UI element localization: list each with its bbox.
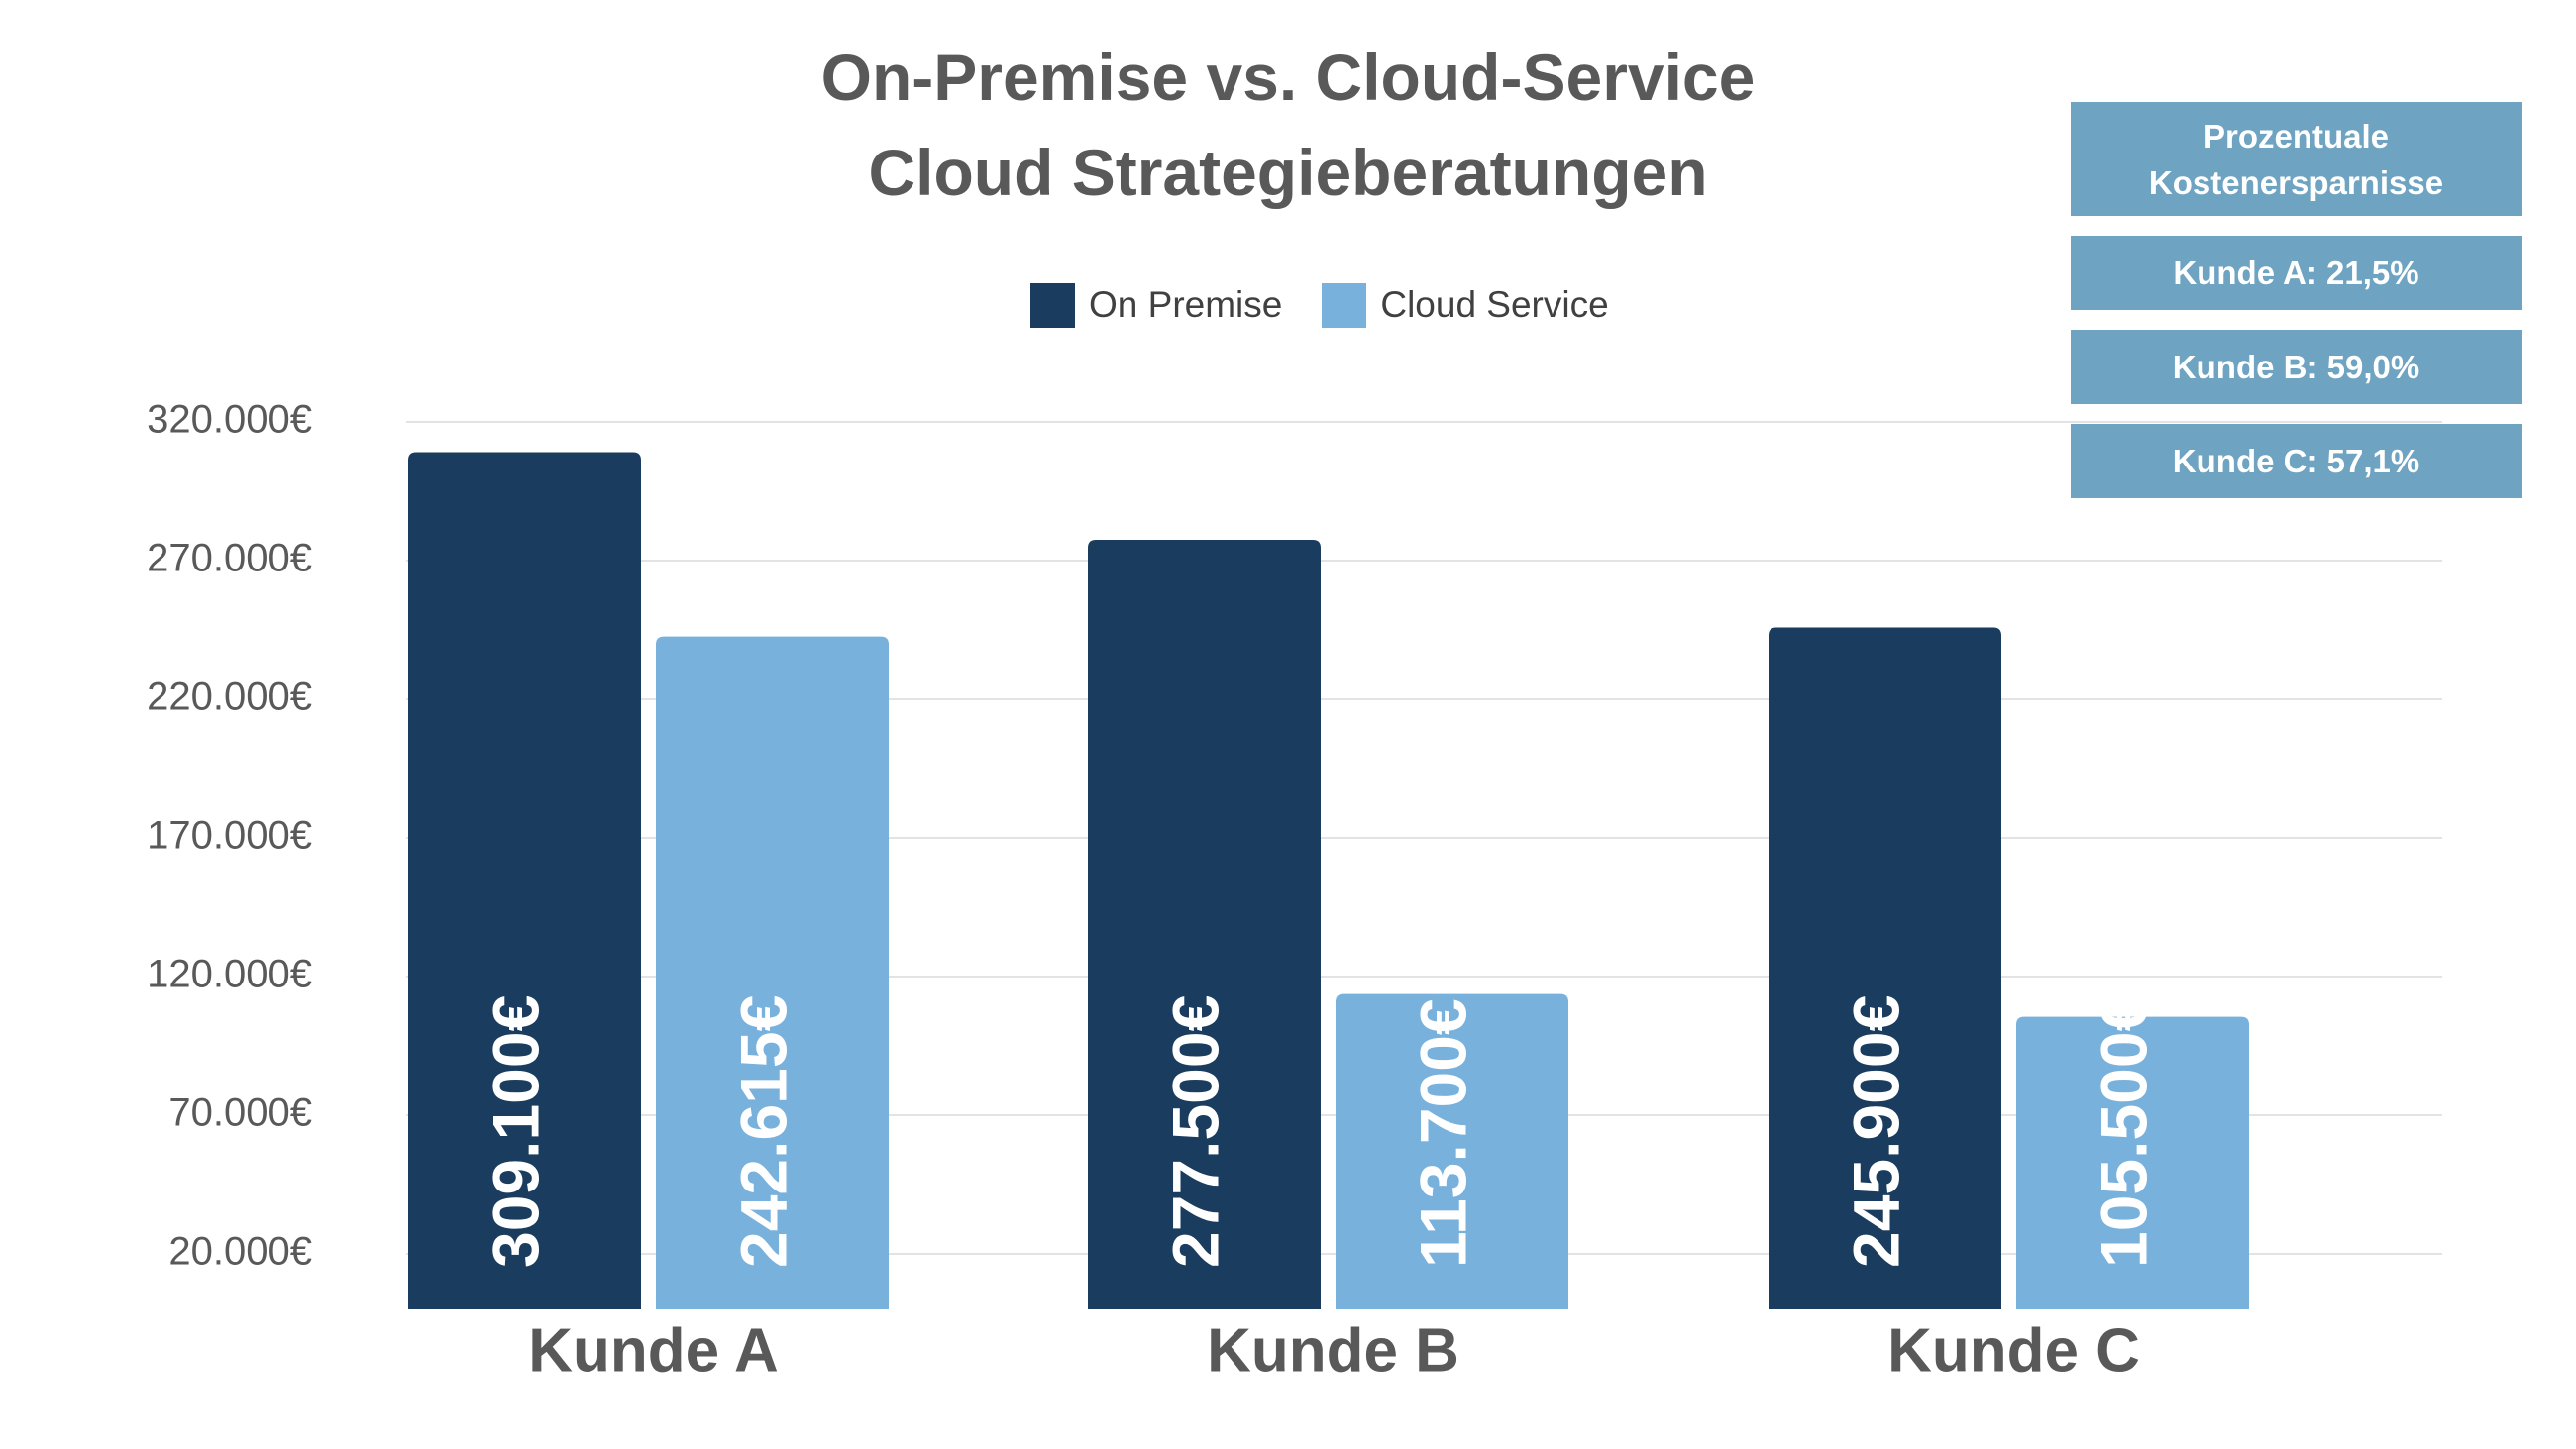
legend-item-cloud-service: Cloud Service: [1322, 282, 1609, 328]
y-tick-label: 70.000€: [168, 1091, 312, 1135]
chart-title: On-Premise vs. Cloud-Service Cloud Strat…: [0, 30, 2576, 220]
legend-label-on-premise: On Premise: [1089, 284, 1283, 325]
savings-item-kunde-b: Kunde B: 59,0%: [2071, 330, 2522, 404]
y-tick-label: 170.000€: [147, 814, 312, 858]
chart-title-line-1: On-Premise vs. Cloud-Service: [820, 41, 1756, 114]
legend-swatch-on-premise: [1030, 282, 1075, 328]
data-label: 105.500€: [2088, 995, 2161, 1268]
savings-panel: Prozentuale Kostenersparnisse Kunde A: 2…: [2071, 102, 2522, 518]
savings-item-kunde-a: Kunde A: 21,5%: [2071, 236, 2522, 310]
bar-cloud-service: [2016, 1016, 2249, 1309]
data-label: 309.100€: [480, 995, 553, 1268]
data-label: 245.900€: [1840, 995, 1913, 1268]
bar-on-premise: [1769, 627, 2001, 1309]
x-category-label: Kunde A: [528, 1316, 779, 1385]
x-category-label: Kunde B: [1207, 1316, 1459, 1385]
y-tick-label: 220.000€: [147, 675, 312, 719]
legend-label-cloud-service: Cloud Service: [1380, 284, 1609, 325]
data-label: 113.700€: [1407, 998, 1480, 1268]
bar-cloud-service: [1336, 993, 1568, 1309]
data-label: 242.615€: [727, 995, 801, 1268]
legend-swatch-cloud-service: [1322, 282, 1367, 328]
bar-on-premise: [1088, 540, 1321, 1309]
chart-subtitle: Cloud Strategieberatungen: [868, 136, 1708, 209]
chart-legend: On Premise Cloud Service: [1030, 280, 1649, 330]
y-tick-label: 20.000€: [168, 1230, 312, 1274]
savings-header: Prozentuale Kostenersparnisse: [2071, 102, 2522, 216]
bar-cloud-service: [656, 636, 889, 1309]
bar-on-premise: [408, 452, 641, 1309]
savings-header-text: Prozentuale Kostenersparnisse: [2148, 117, 2444, 201]
y-tick-label: 270.000€: [147, 537, 312, 580]
x-category-label: Kunde C: [1887, 1316, 2140, 1385]
y-tick-label: 120.000€: [147, 953, 312, 996]
y-tick-label: 320.000€: [147, 398, 312, 442]
legend-item-on-premise: On Premise: [1030, 282, 1283, 328]
savings-item-kunde-c: Kunde C: 57,1%: [2071, 424, 2522, 498]
data-label: 277.500€: [1159, 995, 1233, 1268]
